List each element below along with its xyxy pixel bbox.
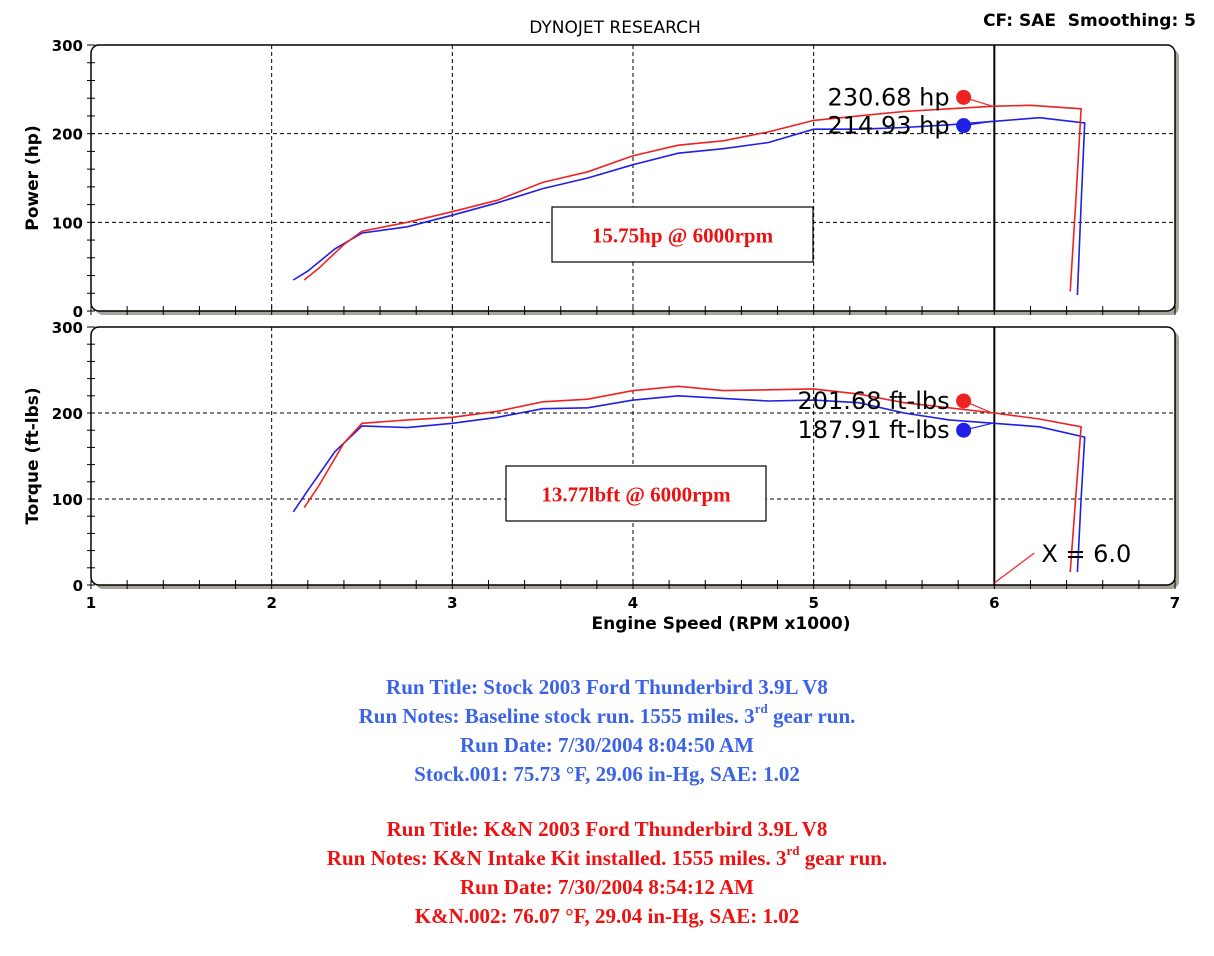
marker-dot [956, 393, 972, 409]
run-notes-sup-kn: rd [786, 843, 800, 858]
run-notes-line-kn: Run Notes: K&N Intake Kit installed. 155… [0, 844, 1214, 873]
run-notes-tail-kn: gear run. [799, 846, 888, 870]
y-tick-label: 300 [52, 319, 83, 337]
run-notes-line-stock: Run Notes: Baseline stock run. 1555 mile… [0, 702, 1214, 731]
run-conditions-stock: Stock.001: 75.73 °F, 29.06 in-Hg, SAE: 1… [414, 762, 800, 786]
run-date-kn: Run Date: 7/30/2004 8:54:12 AM [460, 875, 754, 899]
x-tick-label: 6 [989, 594, 999, 612]
y-tick-label: 100 [52, 214, 83, 232]
cursor-label-leader [993, 552, 1035, 584]
x-axis-label: Engine Speed (RPM x1000) [591, 614, 850, 634]
run-conditions-kn: K&N.002: 76.07 °F, 29.04 in-Hg, SAE: 1.0… [414, 904, 800, 928]
run-notes-tail-stock: gear run. [767, 704, 856, 728]
x-tick-label: 7 [1170, 594, 1180, 612]
y-axis-label-power: Power (hp) [23, 125, 43, 231]
torque-panel: 0 100 200 300 1 2 3 4 5 6 7 Torque (ft-lbs) Engine S… [23, 319, 1180, 634]
run-notes-sup-stock: rd [754, 701, 768, 716]
marker-label: 230.68 hp [828, 83, 950, 111]
x-tick-label: 2 [266, 594, 276, 612]
y-tick-label: 0 [73, 577, 83, 595]
y-tick-label: 200 [52, 405, 83, 423]
run-date-stock: Run Date: 7/30/2004 8:04:50 AM [460, 733, 754, 757]
chart-title: DYNOJET RESEARCH [529, 18, 701, 38]
dyno-chart: DYNOJET RESEARCH CF: SAE Smoothing: 5 01… [23, 11, 1196, 634]
marker-dot [956, 89, 972, 105]
x-tick-label: 4 [628, 594, 638, 612]
x-tick-label: 5 [808, 594, 818, 612]
x-tick-label: 3 [447, 594, 457, 612]
annotation-text: 15.75hp @ 6000rpm [592, 224, 774, 248]
series-line-stock [292, 394, 1086, 573]
marker-dot [956, 422, 972, 438]
series-line-kn [303, 385, 1082, 573]
annotation-box [505, 465, 767, 522]
y-tick-label: 100 [52, 491, 83, 509]
y-tick-label: 300 [52, 37, 83, 55]
annotation-box [551, 206, 814, 263]
series-line-kn [303, 104, 1082, 292]
run-notes-stock: Run Title: Stock 2003 Ford Thunderbird 3… [0, 673, 1214, 789]
y-tick-label: 0 [73, 303, 83, 321]
run-title-kn: Run Title: K&N 2003 Ford Thunderbird 3.9… [386, 817, 828, 841]
chart-settings: CF: SAE Smoothing: 5 [983, 11, 1196, 31]
x-tick-label: 1 [86, 594, 96, 612]
series-line-stock [292, 116, 1086, 296]
cursor-label: X = 6.0 [1041, 540, 1131, 568]
y-axis-label-torque: Torque (ft-lbs) [23, 387, 43, 524]
run-notes-kn: Run Title: K&N 2003 Ford Thunderbird 3.9… [0, 815, 1214, 931]
marker-label: 187.91 ft-lbs [798, 416, 950, 444]
run-title-stock: Run Title: Stock 2003 Ford Thunderbird 3… [386, 675, 828, 699]
marker-label: 214.93 hp [828, 112, 950, 140]
y-tick-label: 200 [52, 126, 83, 144]
run-notes-text-stock: Run Notes: Baseline stock run. 1555 mile… [358, 704, 755, 728]
run-notes-text-kn: Run Notes: K&N Intake Kit installed. 155… [326, 846, 787, 870]
marker-dot [956, 118, 972, 134]
marker-label: 201.68 ft-lbs [798, 387, 950, 415]
annotation-text: 13.77lbft @ 6000rpm [541, 483, 731, 507]
